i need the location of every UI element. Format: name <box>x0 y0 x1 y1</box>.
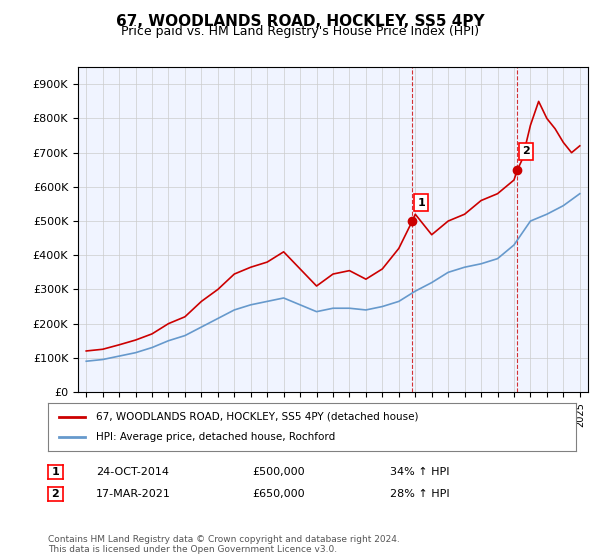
Text: 1: 1 <box>52 467 59 477</box>
Text: 17-MAR-2021: 17-MAR-2021 <box>96 489 171 499</box>
Text: 1: 1 <box>417 198 425 208</box>
Text: Contains HM Land Registry data © Crown copyright and database right 2024.
This d: Contains HM Land Registry data © Crown c… <box>48 535 400 554</box>
Text: 2: 2 <box>523 146 530 156</box>
Text: HPI: Average price, detached house, Rochford: HPI: Average price, detached house, Roch… <box>95 432 335 442</box>
Text: Price paid vs. HM Land Registry's House Price Index (HPI): Price paid vs. HM Land Registry's House … <box>121 25 479 38</box>
Text: 2: 2 <box>52 489 59 499</box>
Text: 67, WOODLANDS ROAD, HOCKLEY, SS5 4PY: 67, WOODLANDS ROAD, HOCKLEY, SS5 4PY <box>116 14 484 29</box>
Text: 28% ↑ HPI: 28% ↑ HPI <box>390 489 449 499</box>
Text: 24-OCT-2014: 24-OCT-2014 <box>96 466 169 477</box>
Text: £500,000: £500,000 <box>252 466 305 477</box>
Text: 34% ↑ HPI: 34% ↑ HPI <box>390 466 449 477</box>
Text: £650,000: £650,000 <box>252 489 305 499</box>
Text: 67, WOODLANDS ROAD, HOCKLEY, SS5 4PY (detached house): 67, WOODLANDS ROAD, HOCKLEY, SS5 4PY (de… <box>95 412 418 422</box>
